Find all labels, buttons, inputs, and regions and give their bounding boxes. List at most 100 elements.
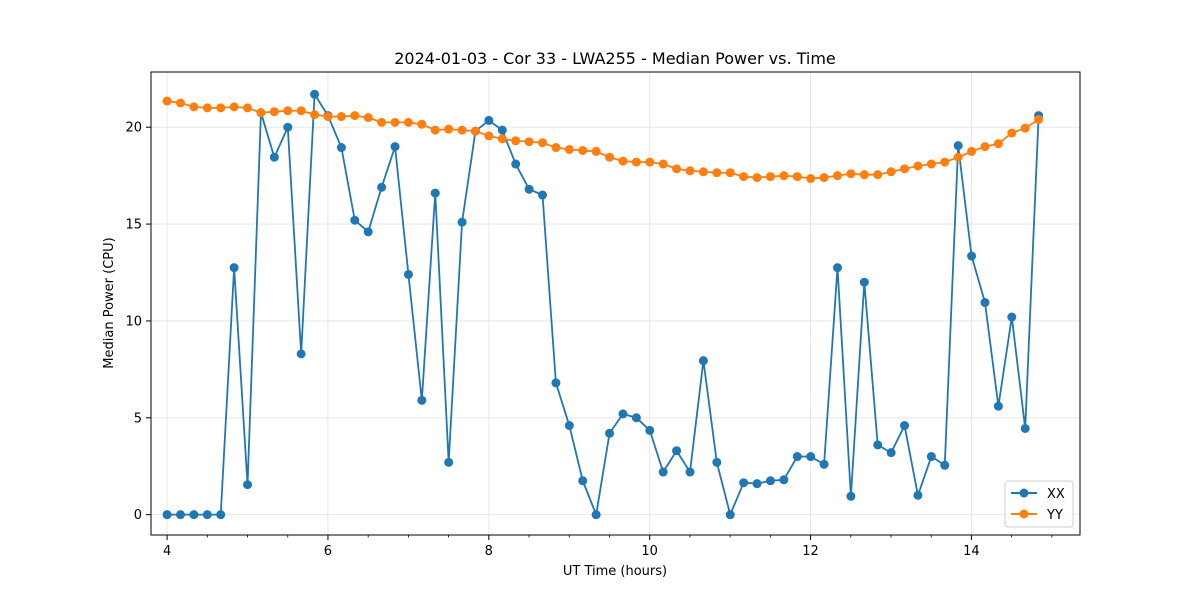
data-point-yy bbox=[645, 157, 655, 167]
data-point-xx bbox=[698, 356, 708, 366]
data-point-xx bbox=[457, 217, 467, 227]
legend: XX YY bbox=[1004, 480, 1074, 528]
legend-label-xx: XX bbox=[1047, 487, 1065, 502]
x-tick-label: 4 bbox=[163, 544, 171, 559]
series-layer bbox=[162, 89, 1044, 520]
data-point-yy bbox=[551, 143, 561, 153]
data-point-yy bbox=[216, 103, 226, 113]
grid bbox=[151, 72, 1080, 535]
data-point-yy bbox=[698, 167, 708, 177]
data-point-xx bbox=[779, 475, 789, 485]
data-point-yy bbox=[913, 161, 923, 171]
data-point-yy bbox=[578, 145, 588, 155]
data-point-xx bbox=[511, 159, 521, 169]
data-point-yy bbox=[283, 106, 293, 116]
data-point-yy bbox=[1034, 114, 1044, 124]
data-point-yy bbox=[591, 146, 601, 156]
data-point-xx bbox=[832, 263, 842, 273]
data-point-xx bbox=[296, 349, 306, 359]
x-tick-label: 10 bbox=[641, 544, 658, 559]
data-point-yy bbox=[618, 156, 628, 166]
data-point-yy bbox=[631, 157, 641, 167]
data-point-xx bbox=[497, 125, 507, 135]
data-point-yy bbox=[243, 103, 253, 113]
data-point-xx bbox=[980, 298, 990, 308]
data-point-xx bbox=[1020, 423, 1030, 433]
data-point-xx bbox=[725, 510, 735, 520]
data-point-yy bbox=[967, 146, 977, 156]
data-point-yy bbox=[953, 152, 963, 162]
data-point-yy bbox=[524, 137, 534, 147]
data-point-xx bbox=[765, 476, 775, 486]
data-point-xx bbox=[216, 510, 226, 520]
data-point-xx bbox=[967, 251, 977, 261]
data-point-yy bbox=[363, 113, 373, 123]
x-tick-label: 12 bbox=[802, 544, 819, 559]
data-point-xx bbox=[390, 142, 400, 152]
data-point-xx bbox=[953, 141, 963, 151]
data-point-xx bbox=[189, 510, 199, 520]
legend-label-yy: YY bbox=[1046, 508, 1063, 523]
series-line-xx bbox=[167, 93, 1040, 516]
data-point-xx bbox=[243, 480, 253, 490]
data-point-yy bbox=[162, 96, 172, 106]
data-point-xx bbox=[752, 479, 762, 489]
data-point-xx bbox=[913, 490, 923, 500]
data-point-yy bbox=[752, 173, 762, 183]
data-point-xx bbox=[202, 510, 212, 520]
x-tick-label: 6 bbox=[324, 544, 332, 559]
data-point-yy bbox=[832, 171, 842, 181]
data-point-yy bbox=[417, 119, 427, 129]
data-point-yy bbox=[725, 168, 735, 178]
data-point-xx bbox=[658, 467, 668, 477]
data-point-yy bbox=[712, 168, 722, 178]
data-point-xx bbox=[605, 428, 615, 438]
data-point-yy bbox=[940, 157, 950, 167]
legend-marker-xx bbox=[1019, 488, 1029, 498]
data-point-xx bbox=[993, 401, 1003, 411]
data-point-xx bbox=[926, 452, 936, 462]
y-tick-label: 5 bbox=[134, 411, 142, 426]
data-point-xx bbox=[283, 122, 293, 132]
data-point-yy bbox=[175, 98, 185, 108]
data-point-yy bbox=[980, 142, 990, 152]
data-point-yy bbox=[779, 171, 789, 181]
data-point-xx bbox=[444, 457, 454, 467]
data-point-yy bbox=[739, 172, 749, 182]
data-point-xx bbox=[377, 182, 387, 192]
data-point-yy bbox=[658, 159, 668, 169]
data-point-xx bbox=[363, 227, 373, 237]
data-point-xx bbox=[940, 460, 950, 470]
y-tick-label: 0 bbox=[134, 508, 142, 523]
y-axis-label: Median Power (CPU) bbox=[102, 237, 117, 368]
data-point-yy bbox=[765, 172, 775, 182]
data-point-yy bbox=[256, 108, 266, 118]
data-point-yy bbox=[926, 159, 936, 169]
x-axis-label: UT Time (hours) bbox=[563, 564, 667, 579]
data-point-xx bbox=[578, 476, 588, 486]
legend-marker-yy bbox=[1019, 509, 1029, 519]
data-point-yy bbox=[873, 170, 883, 180]
data-point-yy bbox=[403, 117, 413, 127]
y-tick-label: 20 bbox=[125, 121, 142, 136]
data-point-yy bbox=[564, 144, 574, 154]
y-tick-label: 10 bbox=[125, 314, 142, 329]
data-point-yy bbox=[605, 152, 615, 162]
data-point-xx bbox=[712, 457, 722, 467]
data-point-xx bbox=[900, 421, 910, 431]
data-point-xx bbox=[175, 510, 185, 520]
data-point-xx bbox=[873, 440, 883, 450]
data-point-yy bbox=[269, 107, 279, 117]
data-point-xx bbox=[859, 277, 869, 287]
data-point-xx bbox=[336, 143, 346, 153]
data-point-xx bbox=[551, 378, 561, 388]
x-tick-label: 8 bbox=[485, 544, 493, 559]
data-point-yy bbox=[1020, 123, 1030, 133]
data-point-xx bbox=[886, 448, 896, 458]
data-point-xx bbox=[403, 269, 413, 279]
data-point-yy bbox=[859, 170, 869, 180]
plot-frame bbox=[150, 71, 1081, 536]
data-point-xx bbox=[846, 491, 856, 501]
data-point-yy bbox=[350, 111, 360, 121]
data-point-yy bbox=[497, 134, 507, 144]
